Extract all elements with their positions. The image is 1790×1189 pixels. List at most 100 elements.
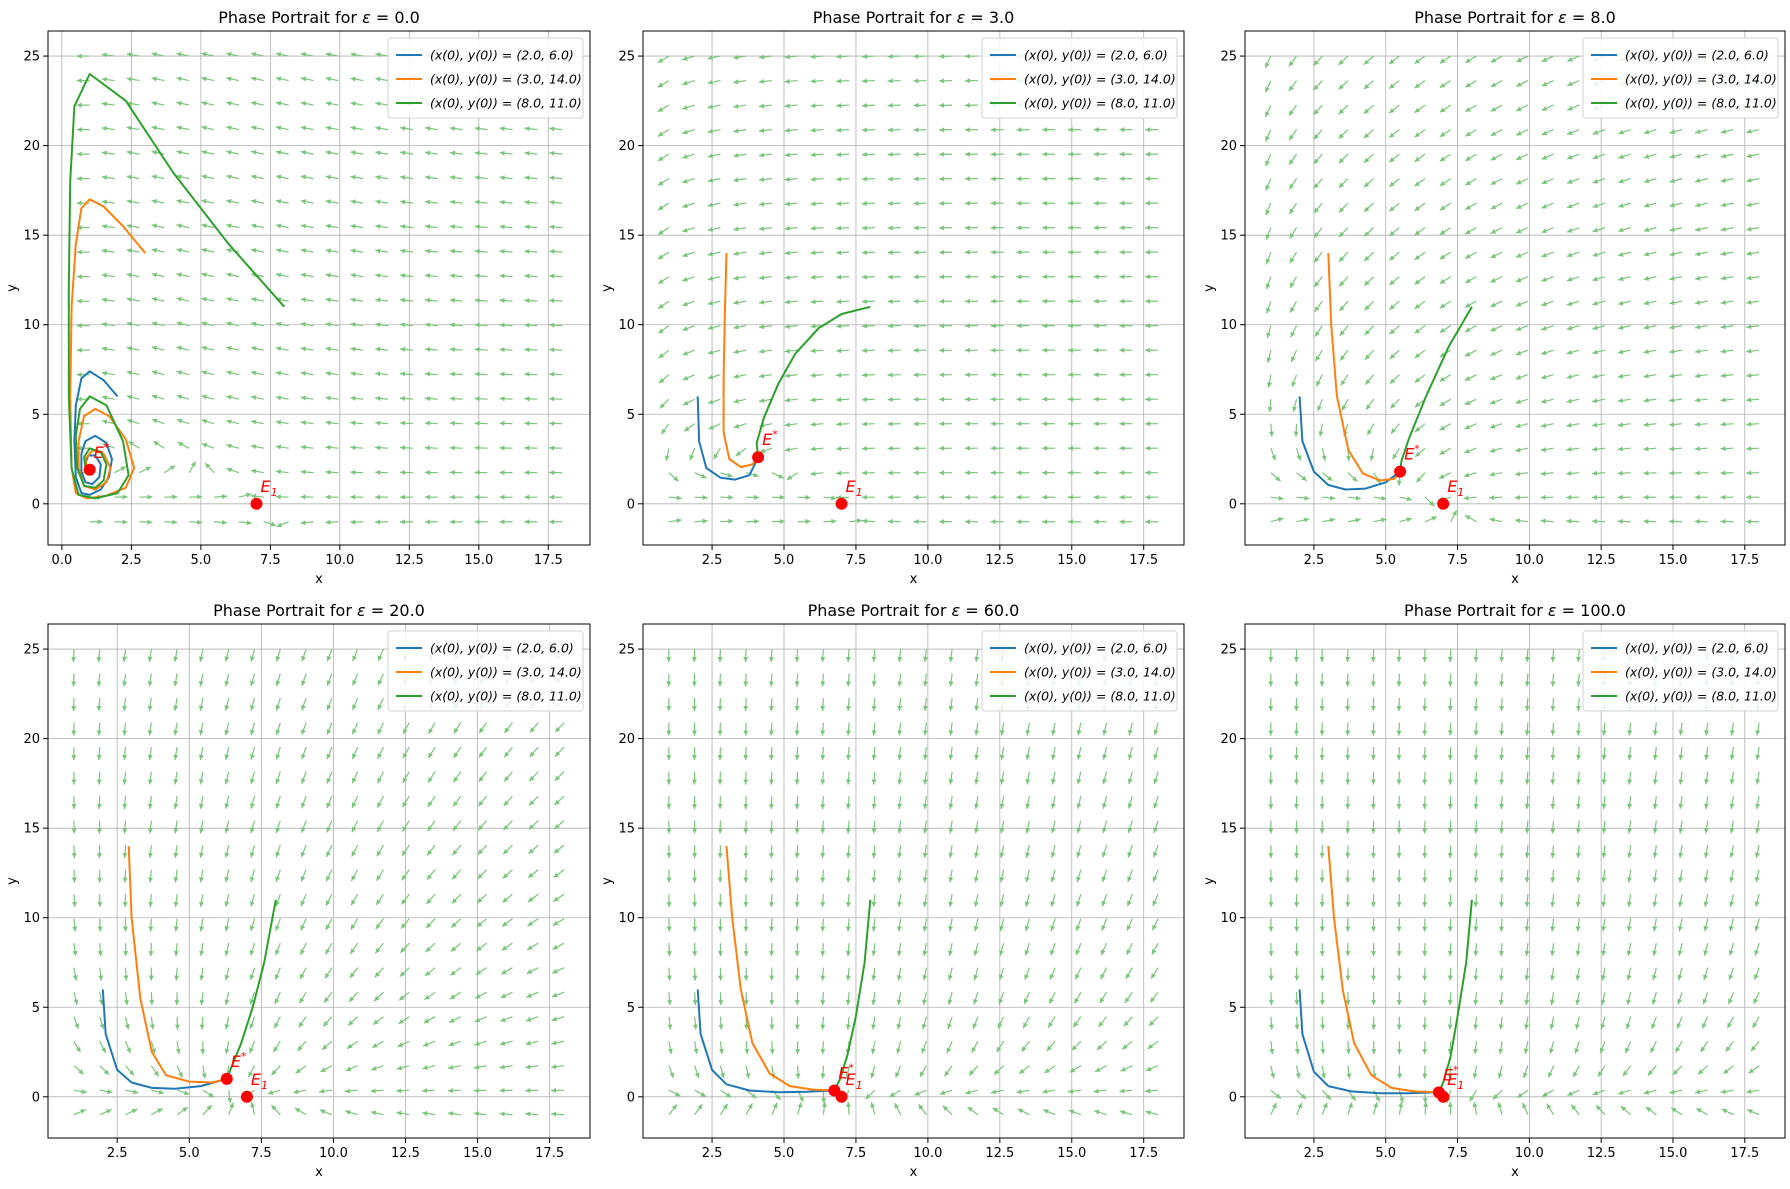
vector-arrow-head bbox=[897, 754, 903, 761]
vector-arrow-head bbox=[151, 125, 157, 131]
vector-arrow-head bbox=[174, 1000, 180, 1006]
vector-arrow-head bbox=[1396, 1000, 1402, 1006]
vector-arrow-head bbox=[1345, 804, 1351, 810]
vector-arrow-head bbox=[1524, 1024, 1530, 1030]
vector-arrow-head bbox=[251, 199, 257, 204]
vector-arrow-head bbox=[375, 346, 381, 352]
vector-arrow-head bbox=[122, 494, 128, 500]
vector-arrow-head bbox=[1363, 182, 1370, 188]
vector-arrow-head bbox=[1076, 729, 1082, 736]
vector-arrow-head bbox=[1592, 300, 1598, 306]
vector-arrow-head bbox=[1422, 926, 1428, 932]
vector-arrow-head bbox=[123, 951, 129, 957]
vector-arrow-head bbox=[1643, 373, 1649, 379]
equilibrium-point-1 bbox=[220, 1072, 233, 1085]
x-tick-label: 2.5 bbox=[702, 1146, 723, 1161]
vector-arrow-head bbox=[913, 274, 919, 280]
vector-arrow-head bbox=[275, 444, 282, 450]
vector-arrow-head bbox=[1695, 226, 1701, 232]
vector-arrow-head bbox=[831, 495, 837, 501]
vector-arrow-head bbox=[1339, 280, 1345, 287]
vector-arrow-head bbox=[1042, 225, 1048, 231]
vector-arrow-head bbox=[1051, 754, 1056, 760]
vector-arrow-head bbox=[190, 461, 196, 467]
vector-arrow-head bbox=[1093, 470, 1099, 476]
vector-arrow-head bbox=[72, 901, 77, 908]
vector-arrow-head bbox=[400, 346, 406, 352]
vector-arrow-head bbox=[845, 828, 851, 834]
vector-arrow-head bbox=[452, 849, 458, 856]
vector-arrow-head bbox=[352, 777, 357, 784]
vector-arrow-head bbox=[939, 53, 945, 59]
vector-arrow-head bbox=[528, 872, 534, 878]
vector-arrow-head bbox=[939, 372, 945, 378]
vector-arrow-head bbox=[1651, 999, 1657, 1005]
vector-arrow-head bbox=[525, 1040, 532, 1046]
vector-arrow-head bbox=[449, 470, 455, 476]
vector-arrow-head bbox=[250, 1102, 256, 1108]
vector-arrow-head bbox=[887, 176, 893, 182]
vector-arrow-head bbox=[153, 1070, 159, 1077]
vector-arrow-head bbox=[1318, 431, 1324, 437]
vector-arrow-head bbox=[871, 828, 877, 834]
subplot-3: E*E12.5 5.0 7.5 10.0 12.5 15.0 17.50510152025x… bbox=[1202, 8, 1786, 587]
vector-arrow-head bbox=[549, 126, 555, 132]
vector-arrow-head bbox=[122, 519, 128, 525]
vector-arrow-head bbox=[425, 946, 431, 953]
vector-arrow-head bbox=[964, 421, 970, 427]
vector-arrow-head bbox=[1024, 950, 1030, 956]
vector-arrow-head bbox=[399, 469, 406, 475]
vector-arrow-head bbox=[275, 925, 280, 931]
vector-arrow-head bbox=[199, 901, 204, 907]
vector-arrow-head bbox=[326, 729, 332, 735]
vector-arrow-head bbox=[1473, 975, 1479, 981]
vector-arrow-head bbox=[836, 152, 842, 158]
vector-arrow-head bbox=[101, 346, 108, 352]
vector-arrow-head bbox=[273, 1046, 279, 1053]
vector-arrow-head bbox=[250, 468, 257, 474]
vector-arrow-head bbox=[1626, 950, 1632, 956]
vector-arrow-head bbox=[1119, 200, 1125, 206]
vector-arrow-head bbox=[300, 321, 307, 327]
vector-arrow-head bbox=[226, 174, 232, 180]
vector-arrow-head bbox=[351, 826, 357, 833]
vector-arrow-head bbox=[821, 1098, 827, 1104]
vector-arrow-head bbox=[861, 397, 867, 403]
vector-arrow-head bbox=[1016, 176, 1022, 182]
vector-arrow-head bbox=[1566, 518, 1572, 524]
vector-arrow-head bbox=[820, 1049, 826, 1055]
vector-arrow-head bbox=[692, 853, 698, 859]
vector-arrow-head bbox=[1297, 1102, 1303, 1109]
vector-arrow-head bbox=[861, 250, 868, 256]
vector-arrow-head bbox=[1694, 275, 1701, 281]
vector-arrow-head bbox=[759, 448, 766, 454]
vector-arrow-head bbox=[325, 321, 331, 327]
vector-arrow-head bbox=[325, 444, 331, 450]
vector-arrow-head bbox=[350, 248, 356, 254]
vector-arrow-head bbox=[1652, 974, 1657, 981]
vector-arrow-head bbox=[1566, 374, 1573, 380]
vector-arrow-head bbox=[707, 325, 714, 331]
vector-arrow-head bbox=[922, 754, 928, 761]
vector-arrow-head bbox=[1389, 230, 1395, 236]
vector-arrow-head bbox=[528, 848, 534, 854]
vector-arrow-head bbox=[691, 755, 697, 761]
vector-arrow-head bbox=[1447, 926, 1453, 932]
vector-arrow-head bbox=[887, 347, 893, 353]
vector-arrow-head bbox=[251, 321, 257, 327]
vector-arrow-head bbox=[300, 125, 307, 131]
vector-arrow-head bbox=[836, 323, 842, 329]
vector-arrow-head bbox=[375, 947, 381, 954]
vector-arrow-head bbox=[300, 973, 305, 980]
vector-arrow-head bbox=[1567, 203, 1573, 209]
vector-arrow-head bbox=[845, 1024, 851, 1030]
vector-arrow-head bbox=[784, 103, 790, 109]
vector-arrow-head bbox=[552, 944, 559, 950]
vector-arrow-head bbox=[450, 970, 456, 976]
vector-arrow-head bbox=[896, 999, 902, 1005]
vector-arrow-head bbox=[758, 54, 765, 60]
vector-arrow-head bbox=[1042, 274, 1048, 280]
vector-arrow-head bbox=[1720, 519, 1726, 525]
vector-arrow-head bbox=[666, 755, 672, 761]
vector-arrow-head bbox=[758, 299, 765, 305]
